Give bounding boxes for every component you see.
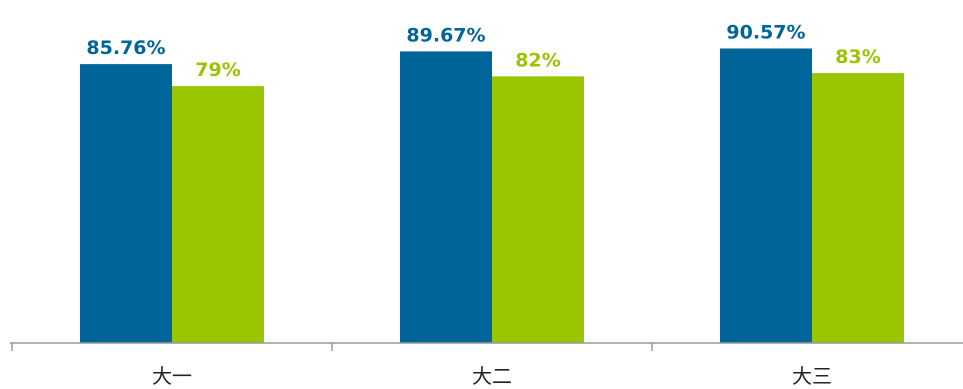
category-label: 大三 xyxy=(792,364,832,388)
bar-大一-series-1 xyxy=(80,64,172,343)
category-labels-group: 大一 大二 大三 xyxy=(152,364,832,388)
bar-大一-series-2 xyxy=(172,86,264,343)
data-label-大三-series-1: 90.57% xyxy=(726,21,805,43)
category-label: 大一 xyxy=(152,364,192,388)
bar-大二-series-1 xyxy=(400,51,492,344)
category-label: 大二 xyxy=(472,364,512,388)
data-label-大二-series-1: 89.67% xyxy=(406,24,485,46)
bar-大二-series-2 xyxy=(492,76,584,343)
data-label-大一-series-2: 79% xyxy=(195,59,240,81)
data-label-大二-series-2: 82% xyxy=(515,49,560,71)
bars-group xyxy=(80,48,904,344)
data-label-大一-series-1: 85.76% xyxy=(86,37,165,59)
x-axis xyxy=(10,342,963,351)
data-label-大三-series-2: 83% xyxy=(835,46,880,68)
bar-大三-series-2 xyxy=(812,73,904,344)
value-labels-group: 85.76% 79% 89.67% 82% 90.57% 83% xyxy=(86,21,880,81)
bar-大三-series-1 xyxy=(720,48,812,343)
